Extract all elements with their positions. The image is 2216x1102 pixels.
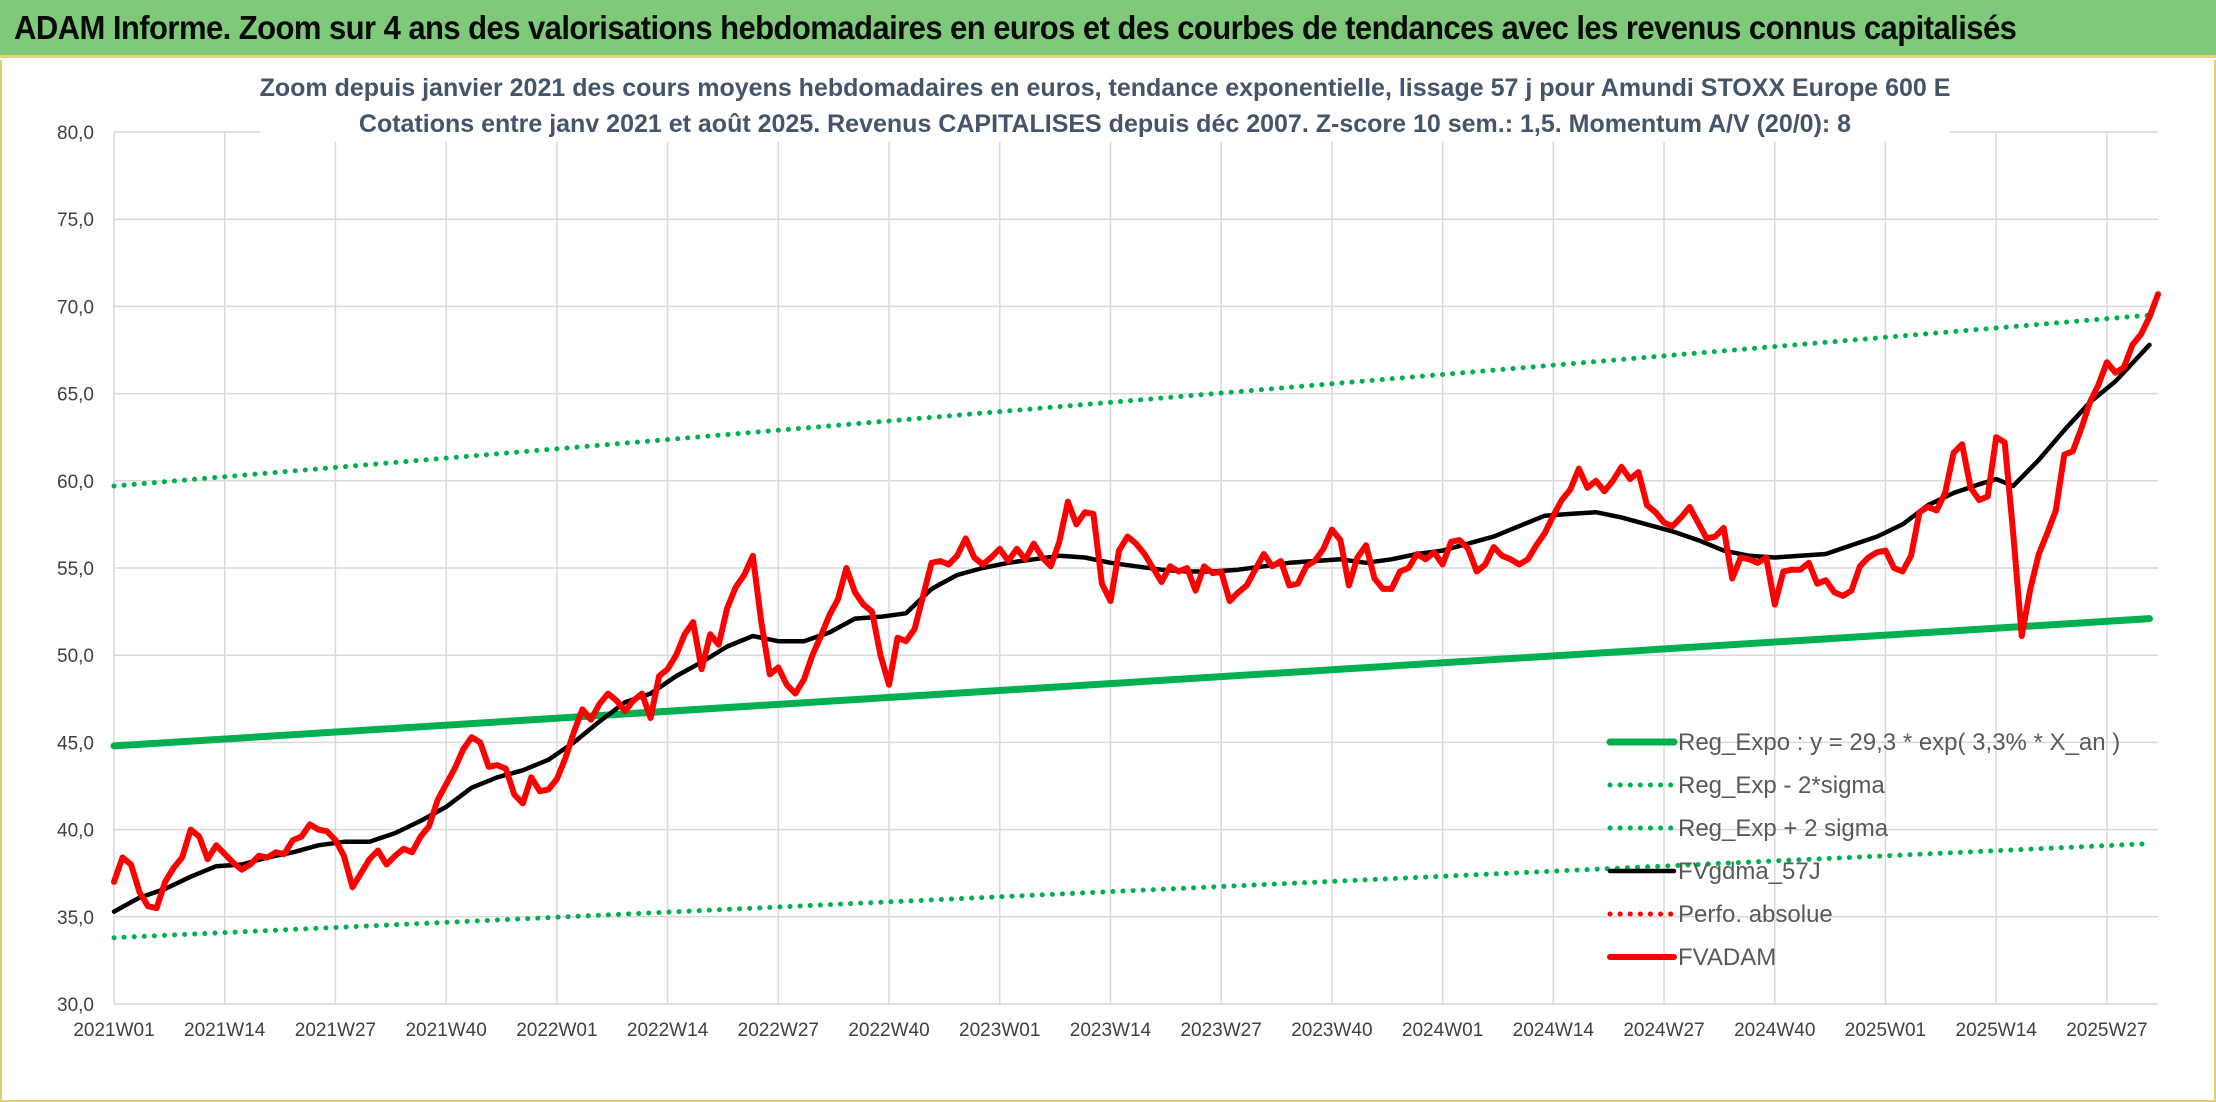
y-tick-label: 70,0 [57,297,94,318]
x-tick-label: 2025W01 [1845,1020,1926,1041]
x-tick-label: 2021W01 [73,1020,154,1041]
y-tick-label: 30,0 [57,995,94,1016]
series-line-2 [111,312,2152,489]
series-line-3 [111,342,2152,914]
series-line-5 [111,291,2161,912]
legend-label: FVgdma_57J [1678,858,1821,885]
legend-label: Reg_Expo : y = 29,3 * exp( 3,3% * X_an ) [1678,729,2120,756]
series-line-0 [110,615,2153,750]
legend-label: Reg_Exp + 2 sigma [1678,815,1889,842]
report-banner: ADAM Informe. Zoom sur 4 ans des valoris… [0,0,2216,58]
x-tick-label: 2022W27 [738,1020,819,1041]
x-tick-label: 2023W01 [959,1020,1040,1041]
y-tick-label: 55,0 [57,559,94,580]
chart-title-group: Zoom depuis janvier 2021 des cours moyen… [260,62,1951,142]
legend-label: Perfo. absolue [1678,901,1833,928]
legend-label: Reg_Exp - 2*sigma [1678,772,1885,799]
x-tick-label: 2024W27 [1623,1020,1704,1041]
x-tick-label: 2025W14 [1956,1020,2038,1041]
chart-title-line2: Cotations entre janv 2021 et août 2025. … [359,110,1851,138]
y-axis-ticks: 30,0 35,0 40,0 45,0 50,0 55,0 60,0 65,0 70,0 75,0… [57,123,94,1016]
report-title: ADAM Informe. Zoom sur 4 ans des valoris… [14,9,2017,46]
line-chart: 30,0 35,0 40,0 45,0 50,0 55,0 60,0 65,0 70,0 75,0… [57,62,2161,1041]
chart-legend: Reg_Expo : y = 29,3 * exp( 3,3% * X_an )… [1606,729,2120,971]
x-axis-ticks: 2021W01 2021W14 2021W27 2021W40 2022W01 2022W… [73,1020,2147,1041]
x-tick-label: 2021W14 [184,1020,266,1041]
x-tick-label: 2021W27 [295,1020,376,1041]
y-tick-label: 45,0 [57,733,94,754]
series-line-1 [111,841,2152,941]
y-tick-label: 75,0 [57,210,94,231]
x-tick-label: 2025W27 [2066,1020,2147,1041]
y-tick-label: 60,0 [57,472,94,493]
y-tick-label: 40,0 [57,821,94,842]
x-tick-label: 2023W14 [1070,1020,1152,1041]
y-tick-label: 50,0 [57,646,94,667]
x-tick-label: 2021W40 [405,1020,486,1041]
x-tick-label: 2022W40 [848,1020,929,1041]
x-tick-label: 2023W27 [1180,1020,1261,1041]
x-tick-label: 2022W01 [516,1020,597,1041]
x-tick-label: 2024W01 [1402,1020,1483,1041]
y-tick-label: 80,0 [57,123,94,144]
chart-title-line1: Zoom depuis janvier 2021 des cours moyen… [260,74,1951,102]
y-tick-label: 35,0 [57,908,94,929]
y-tick-label: 65,0 [57,385,94,406]
chart-container: 30,0 35,0 40,0 45,0 50,0 55,0 60,0 65,0 70,0 75,0… [0,60,2216,1102]
x-tick-label: 2022W14 [627,1020,709,1041]
x-tick-label: 2023W40 [1291,1020,1372,1041]
chart-title-background [260,62,1950,142]
x-tick-label: 2024W40 [1734,1020,1815,1041]
chart-series [110,291,2161,941]
legend-label: FVADAM [1678,944,1776,971]
x-tick-label: 2024W14 [1513,1020,1595,1041]
